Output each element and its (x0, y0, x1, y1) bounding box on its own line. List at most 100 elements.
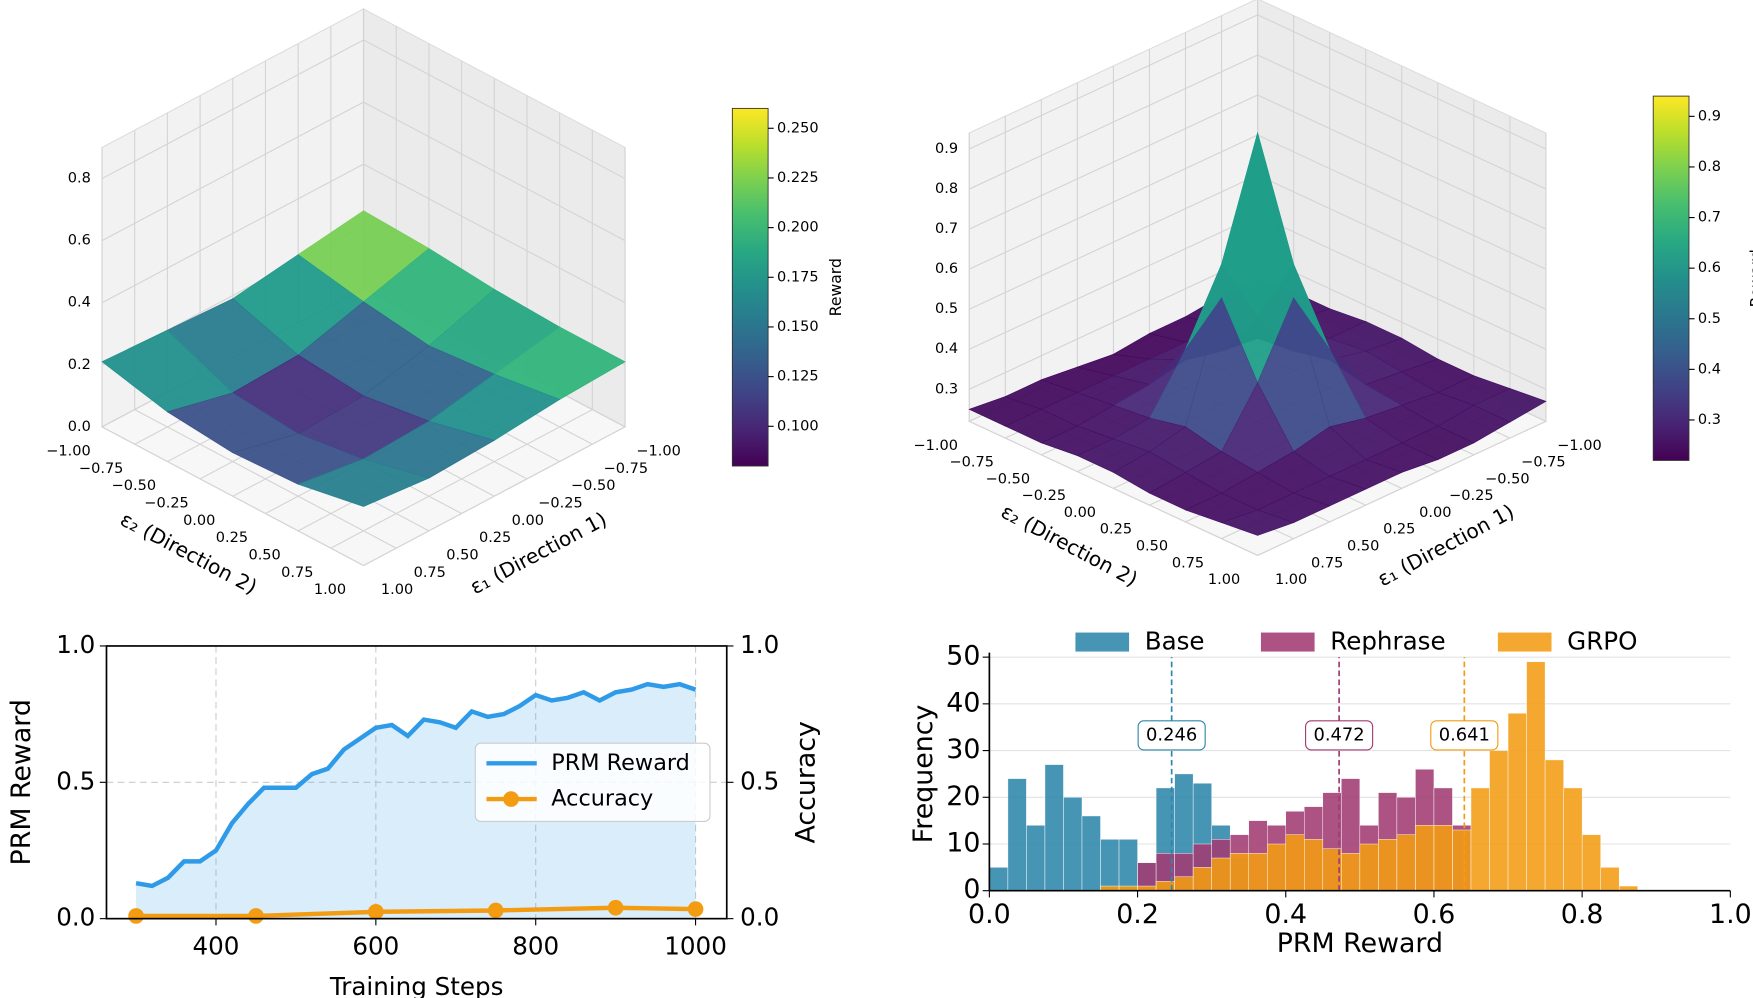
y-tick-label: 50 (946, 641, 980, 672)
grid-line (1257, 420, 1547, 556)
legend-swatch (1075, 632, 1130, 652)
colorbar-tick-label: 0.5 (1698, 311, 1721, 327)
y-tick-label: 0.00 (183, 513, 215, 529)
z-tick-label: 0.9 (935, 141, 958, 157)
z-tick-label: 0.4 (935, 341, 958, 357)
grid-line (101, 163, 364, 304)
y-tick-label: −0.50 (986, 471, 1030, 487)
x-axis-label: PRM Reward (1277, 928, 1443, 959)
mean-label-box (1430, 720, 1499, 751)
x-tick-label: 0.25 (1383, 522, 1415, 538)
bar (1563, 787, 1583, 891)
bar (1211, 857, 1231, 891)
grid-line (969, 134, 1258, 270)
mean-label: 0.641 (1439, 724, 1490, 745)
x-tick-label: 1.0 (1709, 899, 1752, 930)
y-axis-label: Frequency (908, 705, 939, 844)
legend-label: Rephrase (1330, 627, 1445, 656)
x-tick-label: 400 (193, 932, 240, 961)
grid-line (969, 174, 1258, 310)
grid-line (1257, 214, 1547, 350)
x-axis-label: Training Steps (329, 972, 504, 998)
y-tick-label: 1.0 (56, 630, 95, 659)
colorbar-tick-label: 0.4 (1698, 361, 1721, 377)
series-line (136, 905, 696, 919)
z-tick-label: 0.7 (935, 221, 958, 237)
colorbar-label: Reward (1747, 249, 1753, 307)
z-tick-label: 0.6 (68, 233, 91, 249)
y-tick-label: 0.25 (1100, 522, 1132, 538)
x-tick-label: 0.6 (1413, 899, 1456, 930)
grid-line (363, 39, 626, 180)
y-tick-label: 0.50 (1136, 538, 1168, 554)
bar (1600, 867, 1620, 891)
mean-label: 0.472 (1314, 724, 1365, 745)
grid-line (1257, 174, 1547, 310)
x-tick-label: 0.0 (968, 899, 1011, 930)
series-line (135, 681, 697, 889)
grid-line (969, 254, 1258, 390)
y-tick-label: 30 (946, 734, 980, 765)
y-tick-label: −0.50 (112, 478, 156, 494)
y-tick-label: 0.75 (1172, 555, 1204, 571)
legend-label: Accuracy (551, 786, 653, 812)
x-tick-label: 1.00 (381, 582, 413, 598)
grid-line (101, 39, 364, 180)
x-tick-label: −1.00 (1557, 438, 1601, 454)
grid-line (363, 426, 626, 566)
y-tick-label: 0.0 (56, 903, 95, 932)
x-tick-label: 600 (352, 932, 399, 961)
bar (1433, 825, 1453, 891)
bar (1544, 759, 1564, 891)
y-tick-label: 1.00 (314, 582, 346, 598)
y-tick-label: 0.50 (248, 547, 280, 563)
bar (1007, 778, 1027, 891)
surface-face (1220, 509, 1295, 536)
x-tick-label: −0.50 (1485, 471, 1529, 487)
bar (1341, 853, 1361, 891)
bar (1581, 834, 1601, 891)
colorbar-tick-label: 0.225 (777, 170, 819, 186)
bar (1267, 843, 1286, 891)
colorbar-tick-label: 0.8 (1698, 159, 1721, 175)
y-tick-label: 0.25 (216, 530, 248, 546)
legend-swatch (1260, 632, 1315, 652)
z-tick-label: 0.2 (68, 357, 91, 373)
legend-label: PRM Reward (551, 750, 690, 776)
x-tick-label: 0.75 (414, 565, 446, 581)
x-tick-label: 1000 (664, 932, 727, 961)
bar (1507, 712, 1527, 891)
grid-line (330, 409, 593, 549)
bar (1285, 834, 1305, 891)
legend-swatch (1497, 632, 1552, 652)
x-tick-label: 0.25 (479, 530, 511, 546)
legend-swatch (503, 791, 519, 807)
mean-label-box (1137, 720, 1206, 751)
y-tick-label: 1.00 (1208, 572, 1240, 588)
bar (1526, 661, 1546, 891)
y2-axis-label: Accuracy (791, 721, 822, 844)
bar (1452, 829, 1472, 891)
bar (1118, 839, 1138, 891)
bar (1192, 867, 1212, 891)
z-tick-label: 0.0 (68, 419, 91, 435)
y-tick-label: 0.75 (281, 565, 313, 581)
x-tick-label: −1.00 (636, 444, 680, 460)
grid-line (363, 163, 626, 304)
y-tick-label: −0.25 (144, 495, 188, 511)
grid-line (969, 94, 1258, 230)
mean-label: 0.246 (1146, 724, 1197, 745)
colorbar (731, 107, 769, 467)
bar (1063, 797, 1083, 891)
colorbar-tick-label: 0.250 (777, 120, 819, 136)
bar (989, 867, 1009, 891)
z-tick-label: 0.8 (68, 171, 91, 187)
x-tick-label: −0.75 (1521, 455, 1565, 471)
x-tick-label: −0.25 (1449, 488, 1493, 504)
grid-line (101, 101, 364, 242)
marker (128, 908, 144, 924)
bar (1081, 815, 1101, 891)
bar (1229, 853, 1249, 891)
x-tick-label: −0.25 (538, 495, 582, 511)
x-tick-label: 0.00 (512, 513, 544, 529)
